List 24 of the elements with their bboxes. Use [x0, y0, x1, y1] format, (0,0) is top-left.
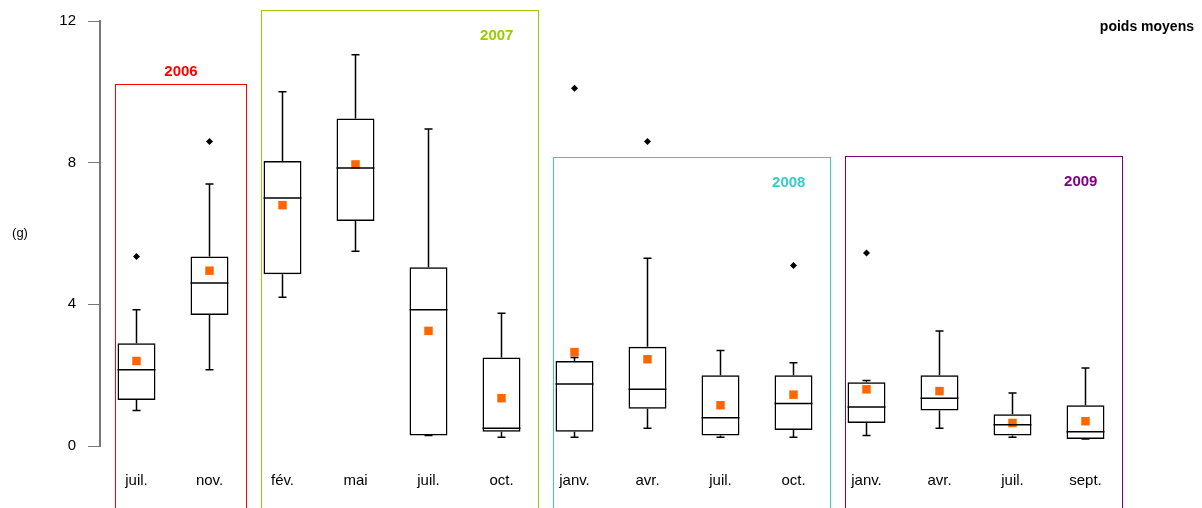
y-tick-label: 4	[67, 294, 76, 312]
y-tick-label: 8	[67, 152, 76, 170]
x-tick-label: avr.	[927, 471, 952, 489]
annotation: 2006	[163, 62, 199, 79]
y-tick-label: 12	[59, 11, 76, 29]
x-tick-label: oct.	[489, 471, 514, 489]
x-tick-label: fév.	[270, 471, 295, 489]
x-tick-label: juil.	[708, 471, 732, 489]
annotation: 2009	[1063, 172, 1098, 189]
x-tick-label: sept.	[1069, 471, 1102, 489]
y-axis-title: (g)	[12, 225, 28, 241]
x-tick-label: juil.	[124, 471, 148, 489]
x-tick-label: avr.	[635, 471, 660, 489]
x-tick-label: janv.	[850, 471, 882, 489]
x-tick-label: mai	[343, 471, 368, 489]
x-tick-label: janv.	[558, 471, 590, 489]
x-tick-label: nov.	[195, 471, 224, 489]
chart-title: poids moyens	[1099, 17, 1195, 34]
x-tick-label: juil.	[416, 471, 440, 489]
annotation: 2007	[479, 26, 514, 43]
x-tick-label: oct.	[781, 471, 806, 489]
y-tick-label: 0	[67, 436, 76, 454]
x-tick-label: juil.	[1000, 471, 1024, 489]
annotation: 2008	[771, 173, 806, 190]
